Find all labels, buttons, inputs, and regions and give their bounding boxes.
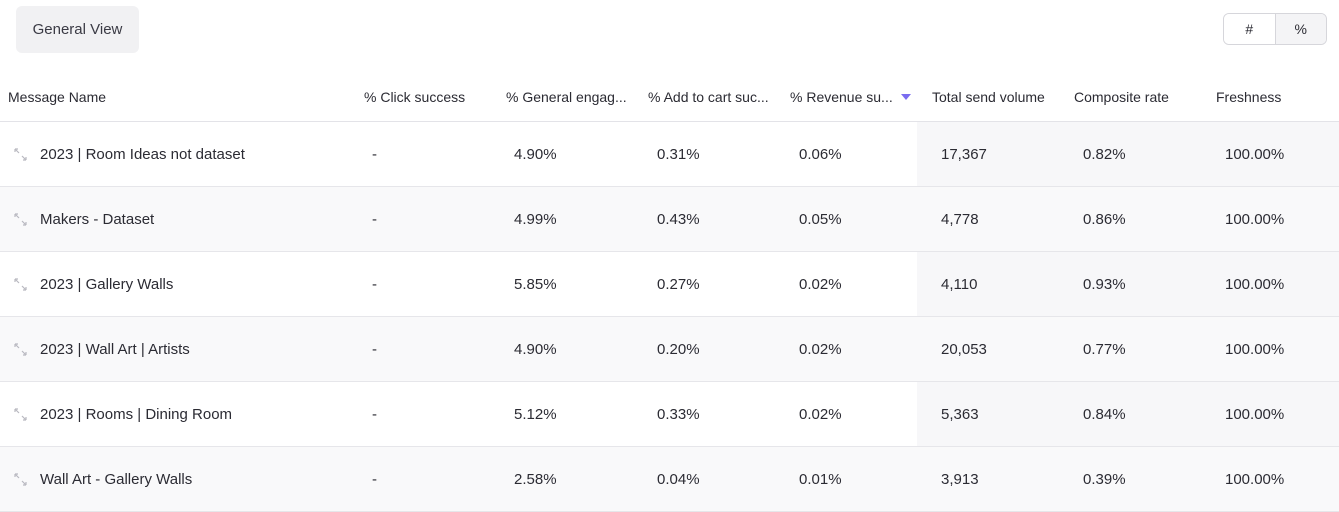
composite-rate-cell: 0.82% xyxy=(1083,145,1126,163)
table-row[interactable]: 2023 | Gallery Walls - 5.85% 0.27% 0.02% 4,11… xyxy=(0,252,1339,317)
revenue-success-cell: 0.02% xyxy=(799,340,842,358)
send-volume-column-bg xyxy=(917,252,1339,316)
column-header-message-name[interactable]: Message Name xyxy=(8,72,106,121)
column-header-total-send-volume[interactable]: Total send volume xyxy=(932,72,1045,121)
freshness-cell: 100.00% xyxy=(1225,210,1285,228)
send-volume-column-bg xyxy=(917,382,1339,446)
composite-rate-cell: 0.39% xyxy=(1083,470,1126,488)
general-engagement-cell: 2.58% xyxy=(514,470,557,488)
freshness-cell: 100.00% xyxy=(1225,340,1285,358)
composite-rate-cell: 0.86% xyxy=(1083,210,1126,228)
revenue-success-cell: 0.01% xyxy=(799,470,842,488)
click-success-cell: - xyxy=(372,210,377,228)
column-header-label: Freshness xyxy=(1216,88,1282,105)
message-name-cell[interactable]: 2023 | Wall Art | Artists xyxy=(40,340,190,358)
click-success-cell: - xyxy=(372,275,377,293)
general-engagement-cell: 4.90% xyxy=(514,145,557,163)
click-success-cell: - xyxy=(372,470,377,488)
freshness-cell: 100.00% xyxy=(1225,145,1285,163)
column-header-label: Composite rate xyxy=(1074,88,1169,105)
message-name-cell[interactable]: 2023 | Room Ideas not dataset xyxy=(40,145,245,163)
freshness-cell: 100.00% xyxy=(1225,405,1285,423)
column-header-label: % Revenue su... xyxy=(790,88,893,105)
composite-rate-cell: 0.77% xyxy=(1083,340,1126,358)
revenue-success-cell: 0.02% xyxy=(799,275,842,293)
table-row[interactable]: Makers - Dataset - 4.99% 0.43% 0.05% 4,778 0.8… xyxy=(0,187,1339,252)
expand-arrows-icon[interactable] xyxy=(14,213,27,226)
total-send-volume-cell: 17,367 xyxy=(941,145,987,163)
expand-arrows-icon[interactable] xyxy=(14,473,27,486)
click-success-cell: - xyxy=(372,340,377,358)
table-row[interactable]: 2023 | Room Ideas not dataset - 4.90% 0.31%… xyxy=(0,122,1339,187)
message-name-cell[interactable]: Wall Art - Gallery Walls xyxy=(40,470,193,488)
revenue-success-cell: 0.06% xyxy=(799,145,842,163)
column-header-revenue-success[interactable]: % Revenue su... xyxy=(790,72,911,121)
column-header-label: Total send volume xyxy=(932,88,1045,105)
add-to-cart-cell: 0.33% xyxy=(657,405,700,423)
general-engagement-cell: 5.12% xyxy=(514,405,557,423)
add-to-cart-cell: 0.04% xyxy=(657,470,700,488)
add-to-cart-cell: 0.27% xyxy=(657,275,700,293)
send-volume-column-bg xyxy=(917,122,1339,186)
revenue-success-cell: 0.05% xyxy=(799,210,842,228)
send-volume-column-bg xyxy=(917,447,1339,511)
add-to-cart-cell: 0.43% xyxy=(657,210,700,228)
column-header-general-engagement[interactable]: % General engag... xyxy=(506,72,627,121)
column-header-click-success[interactable]: % Click success xyxy=(364,72,465,121)
message-name-cell[interactable]: Makers - Dataset xyxy=(40,210,155,228)
column-header-add-to-cart[interactable]: % Add to cart suc... xyxy=(648,72,769,121)
table-header: Message Name % Click success % General e… xyxy=(0,72,1339,122)
general-view-button[interactable]: General View xyxy=(16,6,139,53)
table-row[interactable]: 2023 | Rooms | Dining Room - 5.12% 0.33% 0.0… xyxy=(0,382,1339,447)
revenue-success-cell: 0.02% xyxy=(799,405,842,423)
send-volume-column-bg xyxy=(917,317,1339,381)
composite-rate-cell: 0.84% xyxy=(1083,405,1126,423)
message-name-cell[interactable]: 2023 | Gallery Walls xyxy=(40,275,174,293)
click-success-cell: - xyxy=(372,405,377,423)
add-to-cart-cell: 0.31% xyxy=(657,145,700,163)
column-header-label: % General engag... xyxy=(506,88,627,105)
add-to-cart-cell: 0.20% xyxy=(657,340,700,358)
table-row[interactable]: Wall Art - Gallery Walls - 2.58% 0.04% 0.01%… xyxy=(0,447,1339,512)
expand-arrows-icon[interactable] xyxy=(14,148,27,161)
composite-rate-cell: 0.93% xyxy=(1083,275,1126,293)
general-engagement-cell: 4.99% xyxy=(514,210,557,228)
total-send-volume-cell: 20,053 xyxy=(941,340,987,358)
total-send-volume-cell: 4,110 xyxy=(941,275,978,293)
sort-descending-icon[interactable] xyxy=(900,93,911,100)
expand-arrows-icon[interactable] xyxy=(14,278,27,291)
table-row[interactable]: 2023 | Wall Art | Artists - 4.90% 0.20% 0.02… xyxy=(0,317,1339,382)
send-volume-column-bg xyxy=(917,187,1339,251)
column-header-label: Message Name xyxy=(8,88,107,105)
general-engagement-cell: 5.85% xyxy=(514,275,557,293)
total-send-volume-cell: 4,778 xyxy=(941,210,979,228)
freshness-cell: 100.00% xyxy=(1225,275,1285,293)
total-send-volume-cell: 5,363 xyxy=(941,405,979,423)
total-send-volume-cell: 3,913 xyxy=(941,470,979,488)
column-header-composite-rate[interactable]: Composite rate xyxy=(1074,72,1169,121)
column-header-label: % Add to cart suc... xyxy=(648,88,769,105)
expand-arrows-icon[interactable] xyxy=(14,343,27,356)
percent-toggle-button[interactable]: % xyxy=(1275,14,1326,44)
column-header-freshness[interactable]: Freshness xyxy=(1216,72,1281,121)
expand-arrows-icon[interactable] xyxy=(14,408,27,421)
message-name-cell[interactable]: 2023 | Rooms | Dining Room xyxy=(40,405,233,423)
general-engagement-cell: 4.90% xyxy=(514,340,557,358)
column-header-label: % Click success xyxy=(364,88,466,105)
count-toggle-button[interactable]: # xyxy=(1224,14,1276,44)
value-format-toggle[interactable]: # % xyxy=(1223,13,1327,45)
freshness-cell: 100.00% xyxy=(1225,470,1285,488)
click-success-cell: - xyxy=(372,145,377,163)
